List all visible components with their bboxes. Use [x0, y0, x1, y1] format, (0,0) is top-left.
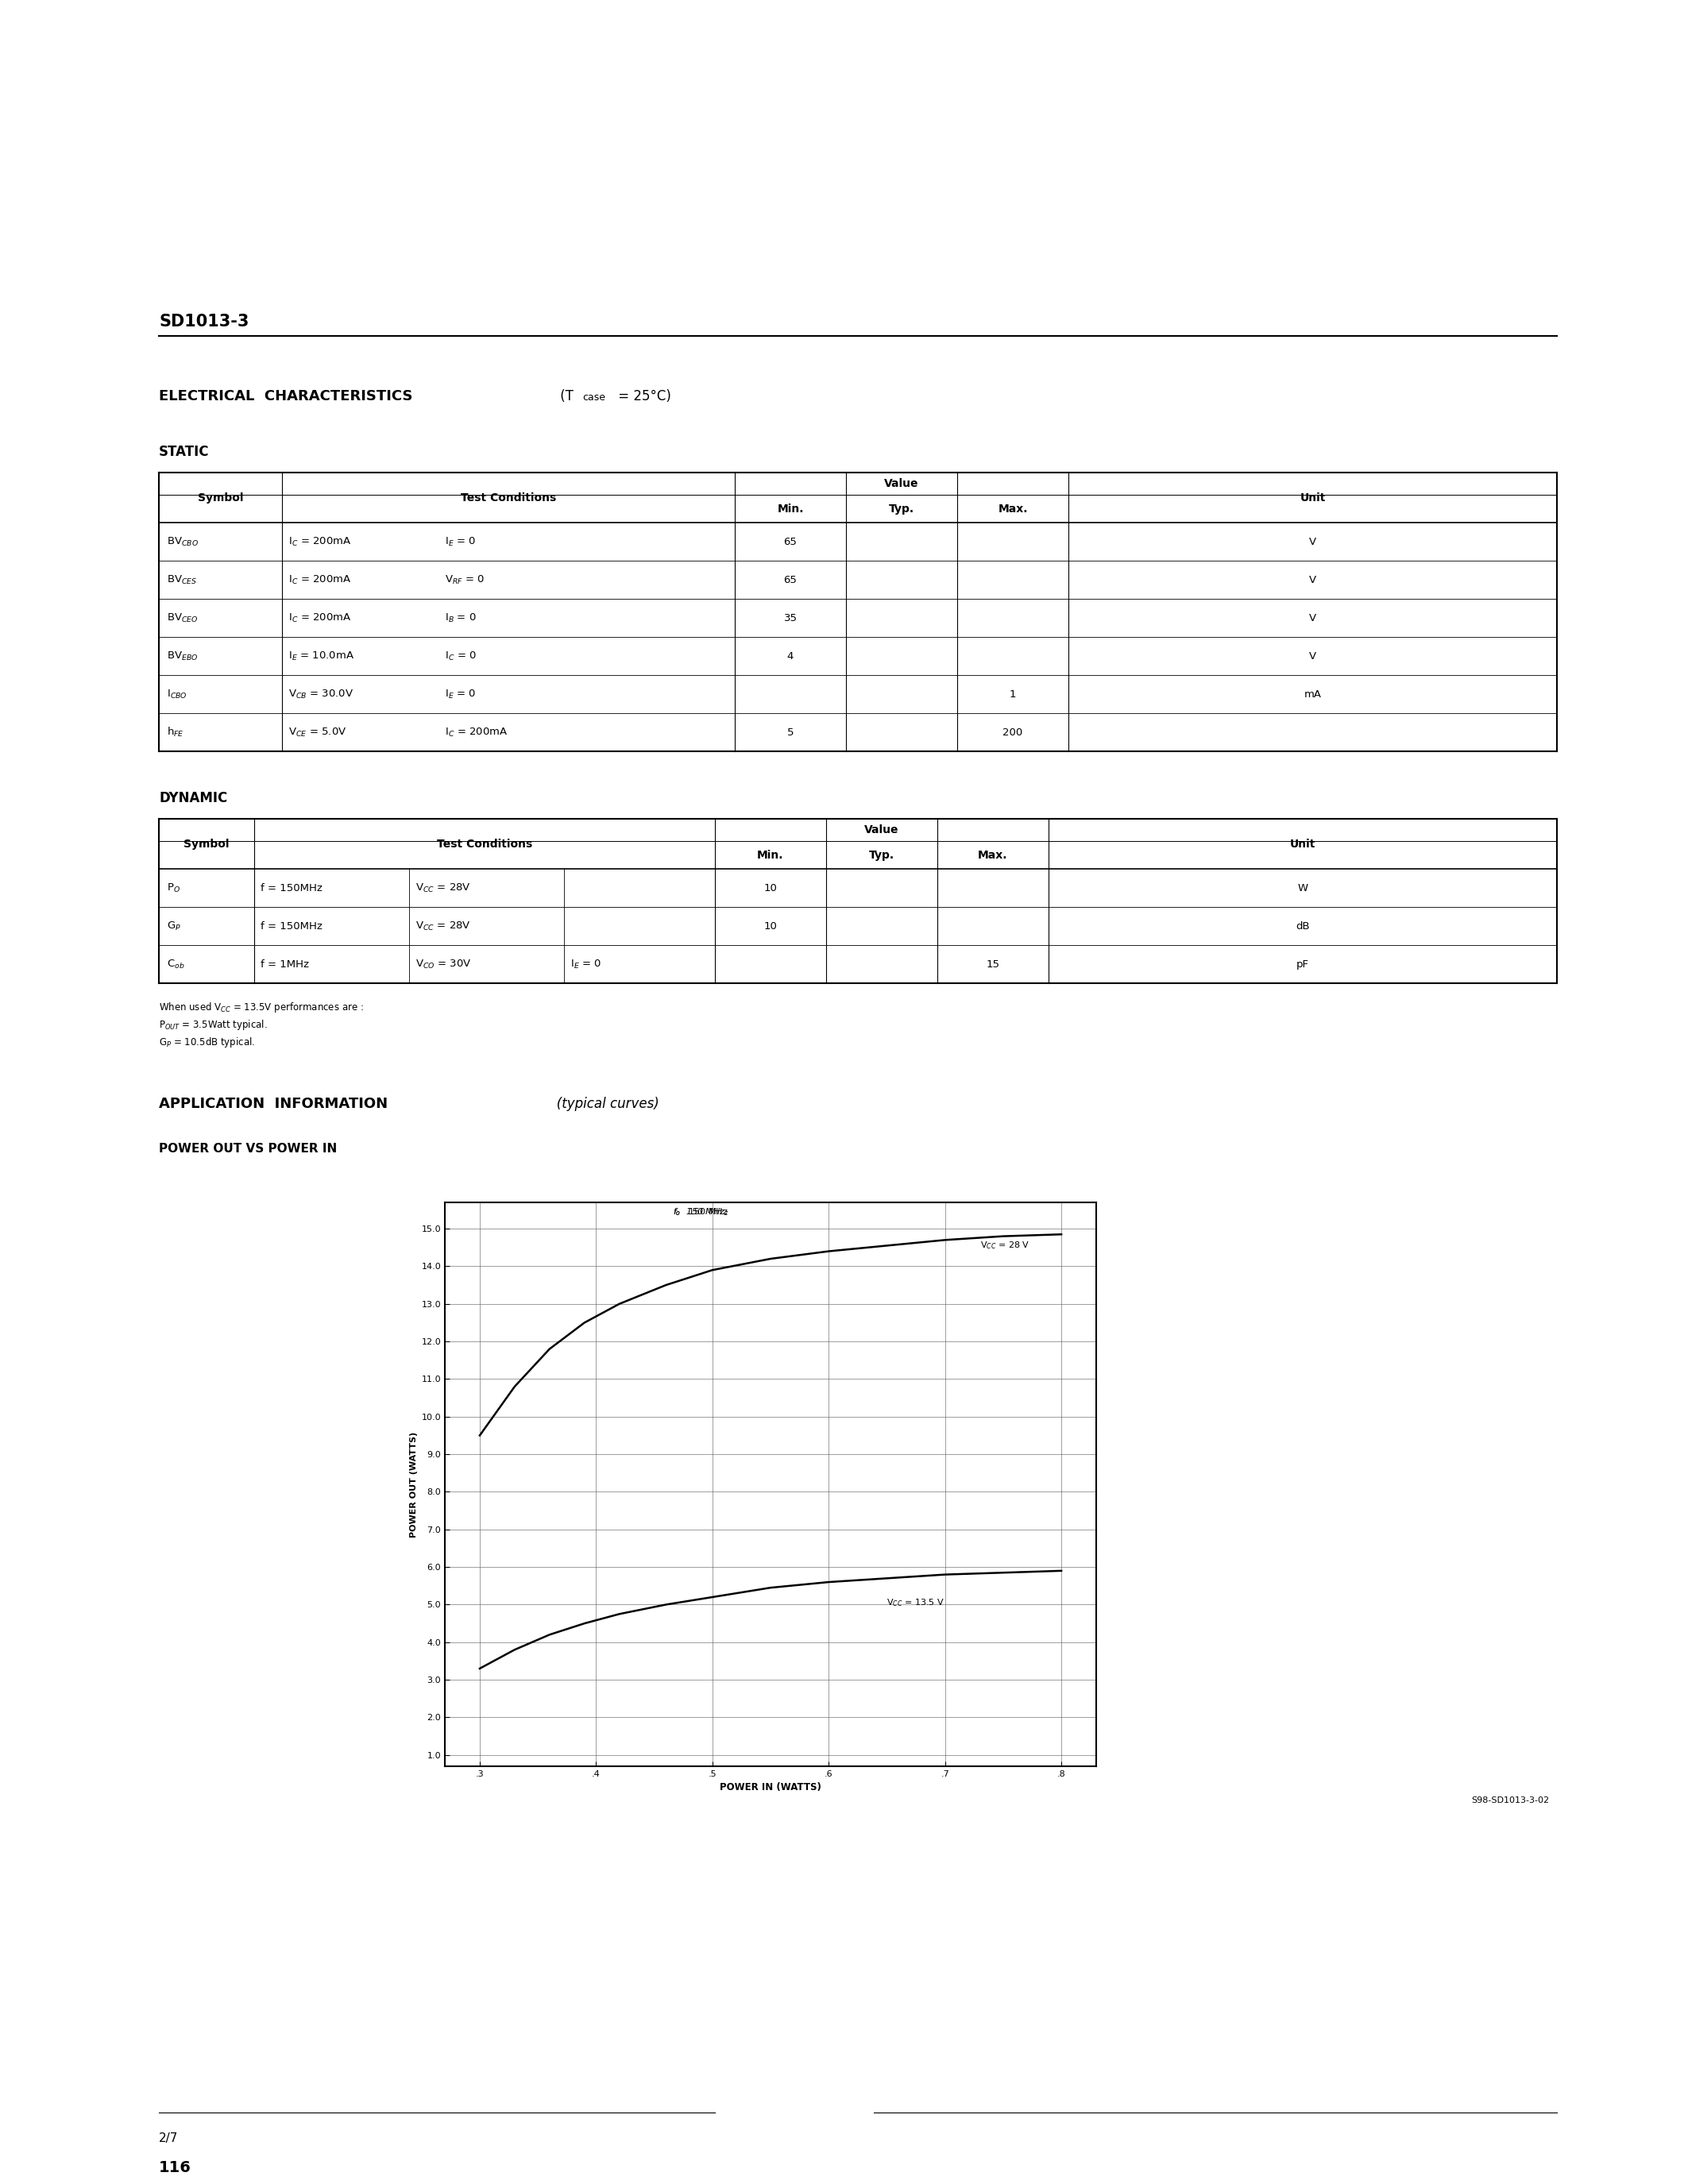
Text: I$_E$ = 10.0mA: I$_E$ = 10.0mA: [289, 651, 354, 662]
Text: I$_{CBO}$: I$_{CBO}$: [167, 688, 187, 701]
Text: 35: 35: [783, 614, 797, 622]
Text: Typ.: Typ.: [890, 502, 915, 513]
Text: 65: 65: [783, 574, 797, 585]
Text: APPLICATION  INFORMATION: APPLICATION INFORMATION: [159, 1096, 388, 1112]
Y-axis label: POWER OUT (WATTS): POWER OUT (WATTS): [410, 1431, 419, 1538]
Text: G$_P$ = 10.5dB typical.: G$_P$ = 10.5dB typical.: [159, 1035, 255, 1048]
Text: V$_{CC}$ = 13.5 V: V$_{CC}$ = 13.5 V: [886, 1597, 945, 1607]
X-axis label: POWER IN (WATTS): POWER IN (WATTS): [719, 1782, 822, 1793]
Text: Max.: Max.: [998, 502, 1028, 513]
Text: V$_{CE}$ = 5.0V: V$_{CE}$ = 5.0V: [289, 727, 346, 738]
Text: POWER OUT VS POWER IN: POWER OUT VS POWER IN: [159, 1142, 338, 1155]
Text: dB: dB: [1296, 922, 1310, 930]
Text: (typical curves): (typical curves): [544, 1096, 658, 1112]
Text: pF: pF: [1296, 959, 1310, 970]
Text: V$_{CO}$ = 30V: V$_{CO}$ = 30V: [415, 959, 471, 970]
Text: h$_{FE}$: h$_{FE}$: [167, 725, 184, 738]
Text: When used V$_{CC}$ = 13.5V performances are :: When used V$_{CC}$ = 13.5V performances …: [159, 1000, 363, 1013]
Text: G$_P$: G$_P$: [167, 919, 181, 933]
Text: Value: Value: [864, 823, 900, 836]
Text: Max.: Max.: [977, 850, 1008, 860]
Text: 10: 10: [763, 882, 776, 893]
Text: SD1013-3: SD1013-3: [159, 314, 248, 330]
Text: I$_B$ = 0: I$_B$ = 0: [446, 612, 476, 625]
Text: f = 150MHz: f = 150MHz: [260, 882, 322, 893]
Text: case: case: [582, 393, 606, 402]
Text: $f_o$  150 MHz$_z$: $f_o$ 150 MHz$_z$: [672, 1206, 729, 1216]
Text: I$_E$ = 0: I$_E$ = 0: [446, 535, 476, 548]
Text: (T: (T: [555, 389, 574, 404]
Text: 10: 10: [763, 922, 776, 930]
Text: Symbol: Symbol: [197, 491, 243, 502]
Text: P$_{OUT}$ = 3.5Watt typical.: P$_{OUT}$ = 3.5Watt typical.: [159, 1018, 267, 1031]
Text: V: V: [1310, 614, 1317, 622]
Text: I$_E$ = 0: I$_E$ = 0: [446, 688, 476, 701]
Text: 4: 4: [787, 651, 793, 662]
Text: 5: 5: [787, 727, 793, 738]
Text: V$_{RF}$ = 0: V$_{RF}$ = 0: [446, 574, 484, 585]
Text: 200: 200: [1003, 727, 1023, 738]
Text: ELECTRICAL  CHARACTERISTICS: ELECTRICAL CHARACTERISTICS: [159, 389, 412, 404]
Text: I$_C$ = 0: I$_C$ = 0: [446, 651, 476, 662]
Text: V: V: [1310, 537, 1317, 546]
Text: mA: mA: [1303, 688, 1322, 699]
Text: P$_O$: P$_O$: [167, 882, 181, 893]
Text: S98-SD1013-3-02: S98-SD1013-3-02: [1470, 1797, 1550, 1804]
Text: I$_C$ = 200mA: I$_C$ = 200mA: [446, 727, 508, 738]
Text: 15: 15: [986, 959, 999, 970]
Text: W: W: [1298, 882, 1308, 893]
Text: V$_{CC}$ = 28 V: V$_{CC}$ = 28 V: [981, 1241, 1030, 1251]
Text: = 25°C): = 25°C): [614, 389, 672, 404]
Text: $f_o$   150 MHz: $f_o$ 150 MHz: [674, 1206, 729, 1216]
Text: V$_{CC}$ = 28V: V$_{CC}$ = 28V: [415, 919, 471, 933]
Text: C$_{ob}$: C$_{ob}$: [167, 959, 184, 970]
Text: Unit: Unit: [1300, 491, 1325, 502]
Text: V: V: [1310, 574, 1317, 585]
Text: Unit: Unit: [1290, 839, 1315, 850]
Text: Test Conditions: Test Conditions: [461, 491, 555, 502]
Text: I$_E$ = 0: I$_E$ = 0: [571, 959, 601, 970]
Text: DYNAMIC: DYNAMIC: [159, 791, 228, 806]
Text: V$_{CC}$ = 28V: V$_{CC}$ = 28V: [415, 882, 471, 893]
Text: Value: Value: [885, 478, 918, 489]
Text: STATIC: STATIC: [159, 446, 209, 459]
Text: BV$_{CES}$: BV$_{CES}$: [167, 574, 197, 585]
Text: I$_C$ = 200mA: I$_C$ = 200mA: [289, 574, 351, 585]
Text: 116: 116: [159, 2160, 191, 2175]
Text: I$_C$ = 200mA: I$_C$ = 200mA: [289, 535, 351, 548]
Text: V: V: [1310, 651, 1317, 662]
Text: Min.: Min.: [758, 850, 783, 860]
Text: I$_C$ = 200mA: I$_C$ = 200mA: [289, 612, 351, 625]
Text: 1: 1: [1009, 688, 1016, 699]
Text: BV$_{CEO}$: BV$_{CEO}$: [167, 612, 197, 625]
Text: Symbol: Symbol: [184, 839, 230, 850]
Text: 65: 65: [783, 537, 797, 546]
Text: Min.: Min.: [776, 502, 803, 513]
Text: BV$_{EBO}$: BV$_{EBO}$: [167, 651, 197, 662]
Text: 2/7: 2/7: [159, 2132, 179, 2145]
Text: f = 150MHz: f = 150MHz: [260, 922, 322, 930]
Text: Typ.: Typ.: [869, 850, 895, 860]
Text: f = 1MHz: f = 1MHz: [260, 959, 309, 970]
Text: Test Conditions: Test Conditions: [437, 839, 532, 850]
Text: BV$_{CBO}$: BV$_{CBO}$: [167, 535, 199, 548]
Text: V$_{CB}$ = 30.0V: V$_{CB}$ = 30.0V: [289, 688, 354, 701]
